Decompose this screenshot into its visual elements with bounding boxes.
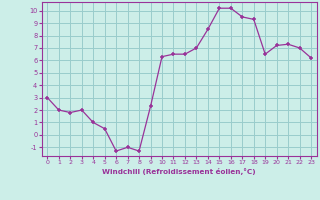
X-axis label: Windchill (Refroidissement éolien,°C): Windchill (Refroidissement éolien,°C) xyxy=(102,168,256,175)
